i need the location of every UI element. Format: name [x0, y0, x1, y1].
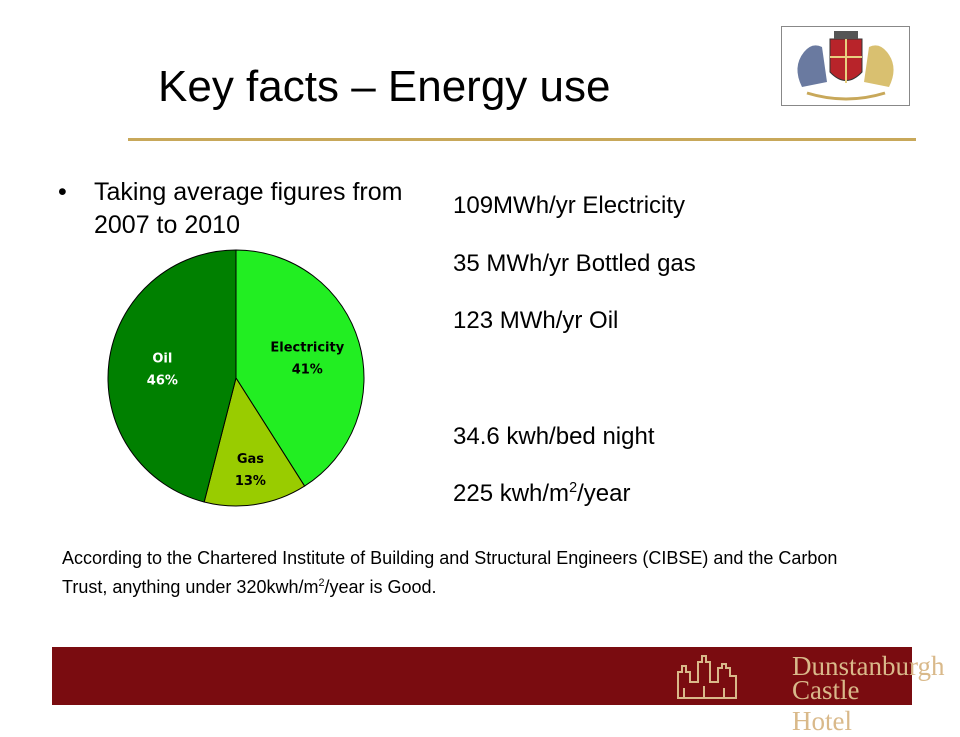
logo-line-2: Castle Hotel: [792, 675, 860, 736]
note-text: According to the Chartered Institute of …: [62, 548, 838, 597]
note-sup: 2: [318, 577, 325, 589]
fact-per-area-sup: 2: [569, 480, 578, 496]
title-divider: [128, 138, 916, 141]
energy-pie-chart: Electricity 41% Gas 13% Oil 46%: [107, 249, 365, 507]
pie-label-gas: Gas: [237, 452, 264, 467]
pie-label-oil: Oil: [152, 352, 172, 367]
pie-slice-electricity: [235, 249, 365, 487]
logo-line-1: Dunstanburgh: [792, 651, 945, 681]
bullet-item: • Taking average figures from 2007 to 20…: [58, 176, 434, 242]
coat-of-arms-logo: [781, 26, 910, 106]
fact-per-area-prefix: 225 kwh/m: [453, 480, 570, 507]
pie-slice-gas: [203, 376, 306, 507]
fact-per-bed-night: 34.6 kwh/bed night: [453, 423, 655, 450]
fact-oil: 123 MWh/yr Oil: [453, 307, 619, 334]
cibse-note: According to the Chartered Institute of …: [62, 546, 862, 600]
fact-per-area-suffix: /year: [577, 480, 631, 507]
pie-label-electricity: Electricity: [270, 340, 344, 355]
bullet-icon: •: [58, 178, 67, 206]
page-title: Key facts – Energy use: [158, 62, 611, 111]
note-text-end: /year is Good.: [324, 577, 437, 597]
bullet-text: Taking average figures from 2007 to 2010: [94, 178, 403, 239]
footer-banner: Dunstanburgh Castle Hotel: [52, 647, 945, 736]
castle-icon: [677, 655, 737, 699]
pie-value-oil: 46%: [147, 374, 178, 389]
fact-gas: 35 MWh/yr Bottled gas: [453, 250, 696, 277]
pie-value-electricity: 41%: [292, 362, 323, 377]
pie-slice-oil: [107, 249, 237, 503]
fact-per-area: 225 kwh/m2/year: [453, 480, 630, 508]
pie-value-gas: 13%: [235, 474, 266, 489]
fact-electricity: 109MWh/yr Electricity: [453, 192, 686, 219]
